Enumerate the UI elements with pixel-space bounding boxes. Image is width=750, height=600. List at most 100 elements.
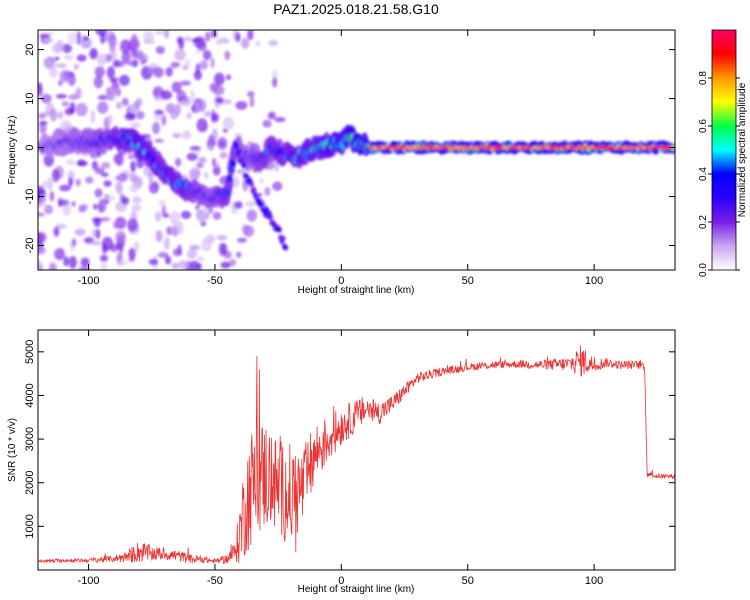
spectrogram-cell [206, 140, 215, 151]
spectrogram-cell [264, 186, 271, 196]
y-tick-label: 20 [24, 43, 36, 55]
spectrogram-cell [127, 218, 139, 232]
spectrogram-cell [48, 262, 57, 270]
spectrogram-cell [59, 69, 72, 83]
colorbar-tick-label: 0.2 [698, 215, 709, 229]
spectrogram-cell [89, 47, 98, 60]
spectrogram-cell [134, 49, 144, 60]
spectrogram-cell [155, 229, 163, 242]
spectrogram-cell [38, 245, 46, 255]
spectrogram-cell [181, 131, 192, 140]
spectrogram-cell [164, 30, 169, 39]
spectrogram-cell [241, 162, 247, 169]
spectrogram-cell [71, 238, 77, 247]
spectrogram-cell [204, 31, 211, 42]
colorbar-label: Normalized spectral amplitude [737, 82, 748, 217]
spectrogram-cell [136, 110, 145, 120]
spectrogram-cell [212, 84, 225, 96]
spectrogram-cell [99, 254, 108, 262]
spectrogram-cell [179, 80, 192, 86]
spectrogram-cell [211, 112, 220, 122]
spectrogram-cell [97, 101, 109, 114]
spectrogram-cell [43, 37, 55, 43]
spectrogram-cell [155, 46, 166, 55]
spectrogram-cell [97, 94, 108, 100]
spectrogram-cell [154, 30, 166, 36]
spectrogram-cell [224, 50, 231, 61]
spectrogram-cell [196, 118, 208, 133]
spectrogram-cell [100, 172, 109, 177]
spectrogram-cell [65, 159, 76, 166]
y-tick-label: 0 [24, 144, 36, 150]
spectrogram-cell [203, 111, 213, 117]
spectrogram-cell [69, 102, 76, 114]
spectrogram-cell [274, 161, 280, 173]
spectrogram-cell [161, 114, 167, 126]
spectrogram-cell [154, 138, 164, 143]
spectrogram-cell [96, 53, 108, 66]
x-tick-label: 50 [462, 575, 474, 587]
spectrogram-cell [226, 74, 231, 81]
spectrogram-cell [38, 82, 42, 93]
spectrogram-frame [37, 29, 676, 271]
x-tick-label: -100 [78, 275, 100, 287]
spectrogram-cell [39, 193, 47, 206]
spectrogram-cell [152, 121, 161, 135]
spectrogram-cell [231, 176, 240, 188]
y-tick-label: 2000 [24, 470, 36, 494]
spectrogram-cell [268, 39, 279, 46]
spectrogram-cell [235, 32, 241, 43]
spectrogram-cell [181, 64, 189, 71]
spectrogram-cell [105, 91, 115, 101]
spectrogram-cell [78, 266, 90, 270]
spectrogram-cell [105, 30, 116, 43]
spectrogram-cell [153, 67, 164, 78]
spectrogram-cell [38, 260, 43, 270]
spectrogram-cell [280, 235, 286, 242]
spectrogram-cell [140, 161, 145, 168]
spectrogram-cell [51, 168, 60, 183]
x-tick-label: -50 [207, 575, 223, 587]
spectrogram-cell [172, 248, 183, 257]
spectrogram-cell [196, 162, 205, 169]
spectrogram-cell [73, 63, 79, 71]
spectrogram-cell [236, 169, 246, 174]
spectrogram-cell [160, 90, 173, 100]
spectrogram-cell [249, 181, 255, 188]
x-tick-label: 100 [585, 275, 603, 287]
spectrogram-cell [246, 209, 258, 222]
spectrogram-cell [114, 61, 125, 68]
spectrogram-cell [186, 248, 197, 260]
spectrogram-cell [157, 252, 169, 258]
y-tick-label: -20 [24, 238, 36, 254]
spectrogram-cell [148, 258, 159, 266]
spectrogram-cell [203, 171, 209, 180]
spectrogram-cell [62, 43, 73, 54]
spectrogram-cell [131, 204, 142, 212]
spectrogram-cell [172, 132, 182, 139]
spectrogram-cell [121, 196, 130, 205]
spectrogram-cell [236, 149, 242, 156]
y-tick-label: 5000 [24, 340, 36, 364]
spectrogram-cell [177, 260, 189, 270]
spectrogram-cell [235, 100, 248, 110]
spectrogram-cell [195, 205, 200, 210]
x-tick-label: 50 [462, 275, 474, 287]
spectrogram-cell [158, 199, 166, 207]
spectrogram-cell [262, 119, 272, 128]
spectrogram-cell [67, 94, 79, 100]
spectrogram-cell [219, 151, 228, 159]
spectrogram-cell [121, 97, 129, 107]
spectrogram-cell [55, 93, 67, 99]
spectrogram-cell [195, 49, 201, 55]
spectrogram-cell [219, 37, 229, 44]
spectrogram-cell [164, 237, 171, 250]
spectrogram-cell [117, 260, 129, 266]
spectrogram-cell [55, 56, 60, 61]
spectrogram-cell [121, 50, 131, 65]
spectrogram-cell [134, 240, 140, 253]
spectrogram-cell [255, 40, 261, 47]
spectrogram-cell [105, 195, 116, 201]
